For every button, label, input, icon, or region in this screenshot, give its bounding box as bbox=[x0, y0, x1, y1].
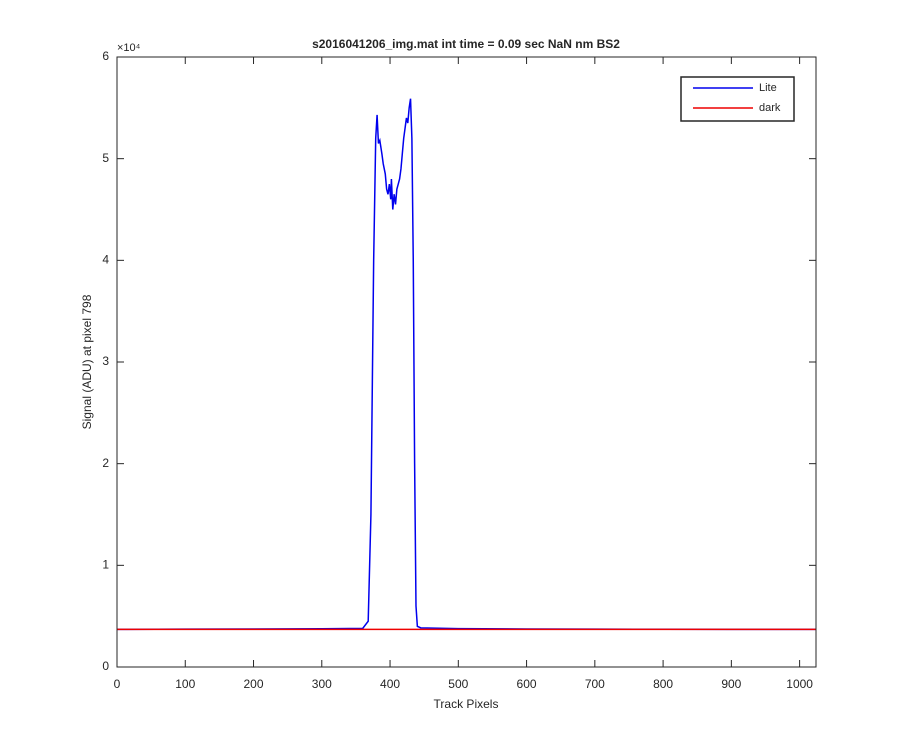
y-multiplier: ×10⁴ bbox=[117, 42, 141, 54]
x-tick-label: 1000 bbox=[786, 677, 813, 691]
y-tick-label: 6 bbox=[102, 49, 109, 63]
x-tick-label: 600 bbox=[517, 677, 537, 691]
y-tick-label: 5 bbox=[102, 151, 109, 165]
y-tick-label: 2 bbox=[102, 456, 109, 470]
x-tick-label: 300 bbox=[312, 677, 332, 691]
x-tick-label: 0 bbox=[114, 677, 121, 691]
y-tick-label: 1 bbox=[102, 558, 109, 572]
y-axis-label: Signal (ADU) at pixel 798 bbox=[80, 294, 94, 429]
axes-box bbox=[116, 56, 817, 668]
series-line bbox=[116, 98, 816, 631]
x-tick-label: 100 bbox=[175, 677, 195, 691]
x-axis-label: Track Pixels bbox=[434, 697, 499, 711]
legend-label: dark bbox=[759, 102, 781, 114]
x-tick-label: 400 bbox=[380, 677, 400, 691]
chart-title: s2016041206_img.mat int time = 0.09 sec … bbox=[312, 37, 620, 51]
legend-box bbox=[680, 76, 795, 122]
legend-label: Lite bbox=[759, 82, 777, 94]
x-tick-label: 800 bbox=[653, 677, 673, 691]
x-tick-label: 900 bbox=[721, 677, 741, 691]
x-tick-label: 200 bbox=[244, 677, 264, 691]
x-tick-label: 700 bbox=[585, 677, 605, 691]
y-tick-label: 0 bbox=[102, 659, 109, 673]
x-tick-label: 500 bbox=[448, 677, 468, 691]
y-tick-label: 3 bbox=[102, 354, 109, 368]
y-tick-label: 4 bbox=[102, 253, 109, 267]
